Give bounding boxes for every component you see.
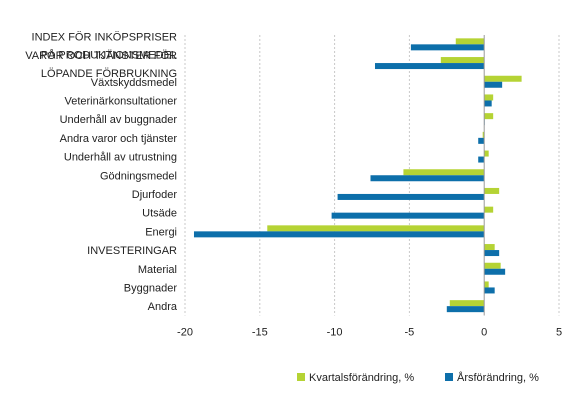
category-label: Växtskyddsmedel: [91, 77, 177, 89]
legend-label-1: Årsförändring, %: [457, 371, 539, 384]
bar-ar-8: [337, 193, 485, 200]
bar-ar-12: [484, 268, 506, 275]
category-label: INVESTERINGAR: [87, 245, 177, 257]
x-tick-label: 5: [556, 327, 562, 339]
category-label: PÅ PRODUKTIONSMEDEL: [41, 48, 177, 61]
bar-kvartal-10: [267, 225, 485, 232]
bar-kvartal-7: [403, 169, 485, 176]
category-label: Utsäde: [142, 208, 177, 220]
bar-ar-5: [478, 137, 485, 144]
x-tick-label: -15: [252, 327, 268, 339]
bar-ar-14: [446, 306, 485, 313]
category-label: Andra: [148, 301, 178, 313]
bar-kvartal-8: [484, 187, 500, 194]
bar-ar-9: [331, 212, 485, 219]
bar-ar-0: [410, 44, 485, 51]
x-tick-label: -5: [405, 327, 415, 339]
bar-kvartal-1: [440, 57, 485, 64]
bar-ar-6: [478, 156, 485, 163]
category-label: Underhåll av utrustning: [64, 152, 177, 164]
category-label: VAROR OCH TJÄNSTER FÖR: [25, 50, 177, 62]
category-label: INDEX FÖR INKÖPSPRISER: [32, 31, 178, 43]
category-label: Byggnader: [124, 282, 178, 294]
legend-label-0: Kvartalsförändring, %: [309, 372, 414, 384]
bar-ar-3: [484, 100, 492, 107]
x-tick-label: -10: [327, 327, 343, 339]
bar-kvartal-11: [484, 244, 495, 251]
bar-ar-11: [484, 250, 500, 257]
bar-kvartal-6: [484, 150, 489, 157]
bar-kvartal-12: [484, 262, 501, 269]
bar-kvartal-2: [484, 75, 522, 82]
bar-kvartal-4: [484, 113, 494, 120]
bar-kvartal-3: [484, 94, 494, 101]
x-tick-label: -20: [177, 327, 193, 339]
bars: [193, 38, 522, 313]
bar-kvartal-5: [482, 131, 485, 138]
bar-ar-7: [370, 175, 485, 182]
category-label: Energi: [145, 226, 177, 238]
category-labels: INDEX FÖR INKÖPSPRISER PÅ PRODUKTIONSMEDE…: [25, 31, 178, 313]
bar-ar-1: [374, 63, 485, 70]
category-label: Veterinärkonsultationer: [64, 95, 177, 107]
legend: Kvartalsförändring, % Årsförändring, %: [297, 371, 539, 384]
bar-kvartal-13: [484, 281, 489, 288]
legend-swatch-0: [297, 373, 305, 381]
category-label: Andra varor och tjänster: [60, 133, 178, 145]
category-label: Gödningsmedel: [100, 170, 177, 182]
bar-kvartal-9: [484, 206, 494, 213]
category-label: Djurfoder: [132, 189, 178, 201]
bar-ar-10: [193, 231, 485, 238]
category-label: LÖPANDE FÖRBRUKNING: [41, 68, 177, 80]
category-label: Underhåll av buggnader: [60, 114, 178, 126]
bar-ar-13: [484, 287, 495, 294]
bar-ar-2: [484, 81, 503, 88]
x-tick-labels: -20 -15 -10 -5 0 5: [177, 327, 562, 339]
bar-kvartal-14: [449, 300, 485, 307]
category-label: Material: [138, 264, 177, 276]
x-tick-label: 0: [481, 327, 487, 339]
bar-kvartal-0: [455, 38, 485, 45]
legend-swatch-1: [445, 373, 453, 381]
